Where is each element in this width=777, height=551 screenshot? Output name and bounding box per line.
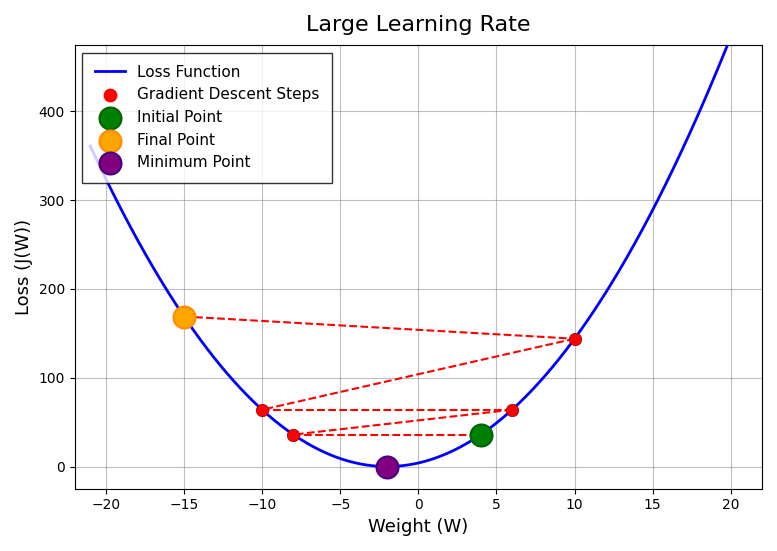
Point xyxy=(506,406,518,414)
Loss Function xyxy=(85,143,95,149)
Loss Function xyxy=(399,462,408,469)
Loss Function xyxy=(383,463,392,470)
Loss Function xyxy=(477,430,486,437)
Point xyxy=(287,430,300,439)
Loss Function xyxy=(727,31,737,37)
Loss Function xyxy=(402,462,412,468)
Line: Loss Function: Loss Function xyxy=(90,0,747,467)
Title: Large Learning Rate: Large Learning Rate xyxy=(306,15,531,35)
Legend: Loss Function, Gradient Descent Steps, Initial Point, Final Point, Minimum Point: Loss Function, Gradient Descent Steps, I… xyxy=(82,52,332,182)
Point xyxy=(256,406,268,414)
Loss Function xyxy=(442,450,451,457)
Point xyxy=(568,334,580,343)
Minimum Point xyxy=(381,462,393,471)
Point xyxy=(475,430,487,439)
X-axis label: Weight (W): Weight (W) xyxy=(368,518,469,536)
Y-axis label: Loss (J(W)): Loss (J(W)) xyxy=(15,219,33,315)
Loss Function xyxy=(625,250,634,256)
Final Point xyxy=(178,312,190,321)
Initial Point xyxy=(475,430,487,439)
Point xyxy=(178,312,190,321)
